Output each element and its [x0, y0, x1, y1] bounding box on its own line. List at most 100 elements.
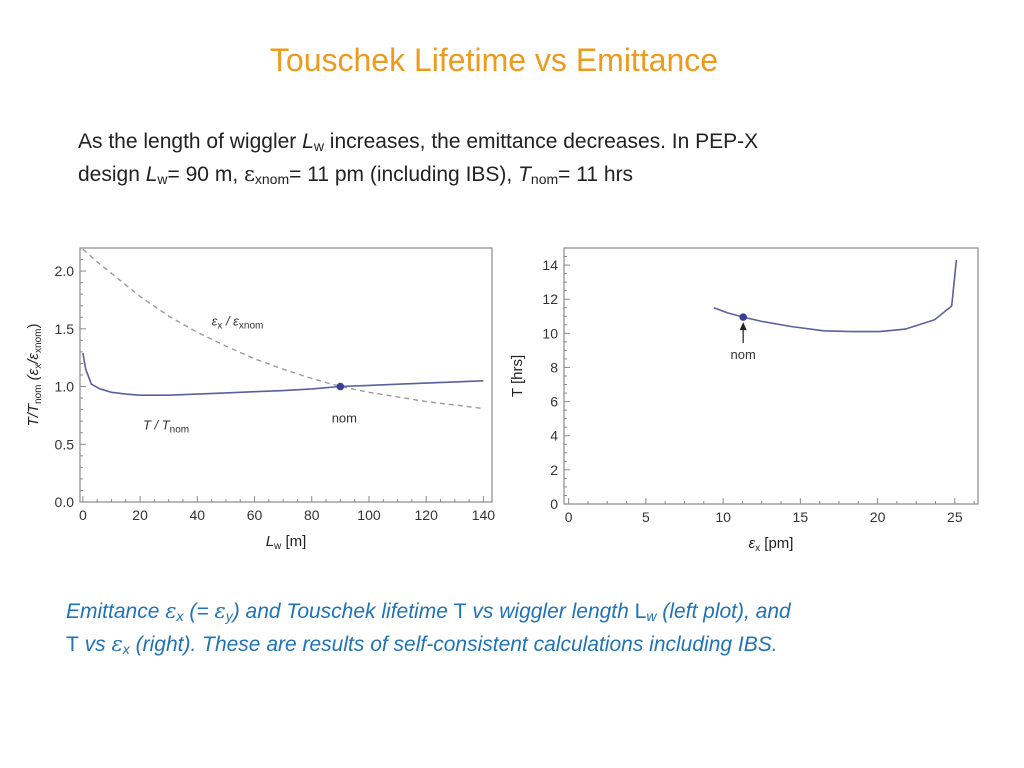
caption-text-part: (left plot), and: [656, 600, 791, 623]
y-tick-label: 1.0: [55, 379, 75, 395]
label-part: T/T: [25, 402, 42, 426]
right-plot-svg: 0 5 10 15 20 25 0 2 4 6 8 10 12 14 εx​ [pm] T [hrs] nom: [509, 247, 979, 554]
label-subscript: x: [755, 543, 760, 554]
label-part: ε: [212, 313, 218, 328]
y-axis-title: T/Tnom​ (εx​/εxnom​): [25, 324, 44, 427]
lifetime-curve: [82, 352, 484, 396]
wiggler-length-subscript: w: [646, 608, 657, 624]
lifetime-curve: [713, 259, 958, 333]
x-tick-label: 5: [642, 509, 650, 525]
wiggler-length-subscript: w: [313, 138, 324, 154]
emittance-symbol: ε: [243, 162, 255, 186]
right-plot: 0 5 10 15 20 25 0 2 4 6 8 10 12 14 εx​ [pm] T [hrs] nom: [508, 240, 988, 560]
y-tick-label: 14: [542, 257, 558, 273]
emittance-ratio-curve: [82, 248, 484, 410]
y-tick-label: 2: [550, 462, 558, 478]
emittance-subscript: x: [176, 608, 184, 624]
label-part: [m]: [281, 533, 306, 550]
x-tick-label: 25: [947, 509, 963, 525]
intro-text: As the length of wiggler Lw increases, t…: [78, 126, 958, 191]
caption-line-1: Emittance εx (= εy) and Touschek lifetim…: [66, 595, 966, 628]
label-subscript: xnom: [239, 320, 263, 331]
y-tick-label: 2.0: [55, 263, 75, 279]
caption-text-part: ) and Touschek lifetime: [232, 600, 454, 623]
intro-line-2: design Lw= 90 m, εxnom= 11 pm (including…: [78, 158, 958, 191]
nom-label: nom: [731, 347, 756, 362]
x-tick-label: 100: [357, 507, 381, 523]
label-subscript: x: [33, 364, 44, 369]
intro-text-part: design: [78, 163, 146, 186]
lifetime-ratio-label: T / Tnom​: [143, 417, 189, 435]
label-part: ): [25, 324, 42, 329]
nom-arrow-head: [739, 322, 747, 331]
x-tick-label: 60: [247, 507, 263, 523]
y-tick-label: 0: [550, 496, 558, 512]
label-part: L: [266, 533, 274, 550]
left-plot: 0 20 40 60 80 100 120 140 0.0 0.5 1.0 1.5 2.0 Lw​ [m]…: [22, 240, 502, 560]
emittance-subscript: xnom: [254, 171, 290, 187]
label-part: T / T: [143, 417, 171, 432]
label-part: / ε: [222, 313, 239, 328]
nom-label: nom: [332, 411, 357, 426]
label-part: T [hrs]: [509, 355, 526, 397]
x-axis-title: εx​ [pm]: [749, 535, 794, 554]
figure-caption: Emittance εx (= εy) and Touschek lifetim…: [66, 595, 966, 661]
plot-frame: [563, 247, 979, 505]
label-subscript: w: [273, 541, 282, 552]
label-part: /ε: [25, 353, 42, 365]
label-subscript: x: [217, 320, 222, 331]
wiggler-length-symbol: L: [634, 600, 647, 623]
label-part: [pm]: [760, 535, 793, 552]
left-plot-svg: 0 20 40 60 80 100 120 140 0.0 0.5 1.0 1.5 2.0 Lw​ [m]…: [25, 247, 496, 552]
intro-text-part: As the length of wiggler: [78, 130, 303, 153]
x-tick-label: 140: [472, 507, 496, 523]
caption-text-part: (right). These are results of self-consi…: [129, 633, 778, 656]
x-tick-label: 40: [190, 507, 206, 523]
caption-text-part: Emittance: [66, 600, 166, 623]
emittance-symbol: ε: [111, 632, 123, 656]
x-tick-label: 120: [415, 507, 439, 523]
wiggler-length-symbol: L: [145, 163, 158, 186]
emittance-ratio-label: εx​ / εxnom​: [212, 313, 264, 331]
x-tick-label: 15: [793, 509, 809, 525]
label-part: ε: [749, 535, 756, 552]
caption-text-part: vs wiggler length: [466, 600, 635, 623]
y-tick-label: 6: [550, 394, 558, 410]
x-tick-label: 0: [79, 507, 87, 523]
plot-frame: [79, 247, 493, 503]
lifetime-symbol: T: [518, 163, 531, 186]
x-axis-title: Lw​ [m]: [266, 533, 307, 552]
nom-point: [336, 382, 345, 391]
lifetime-symbol: T: [66, 633, 79, 656]
y-tick-label: 12: [542, 291, 558, 307]
intro-line-1: As the length of wiggler Lw increases, t…: [78, 126, 958, 158]
intro-text-part: = 11 hrs: [558, 163, 634, 186]
label-subscript: nom: [33, 385, 44, 404]
emittance-y-subscript: y: [225, 608, 233, 624]
y-tick-label: 1.5: [55, 321, 75, 337]
intro-text-part: = 11 pm (including IBS),: [289, 163, 519, 186]
y-tick-label: 4: [550, 428, 558, 444]
caption-text-part: (=: [183, 600, 215, 623]
x-tick-label: 20: [132, 507, 148, 523]
emittance-symbol: ε: [165, 599, 177, 623]
wiggler-length-subscript: w: [157, 171, 168, 187]
nom-point: [739, 313, 747, 321]
intro-text-part: increases, the emittance decreases. In P…: [323, 130, 759, 153]
intro-text-part: = 90 m,: [167, 163, 244, 186]
label-subscript: nom: [170, 424, 189, 435]
wiggler-length-symbol: L: [302, 130, 314, 153]
x-tick-label: 0: [565, 509, 573, 525]
lifetime-symbol: T: [453, 600, 467, 623]
x-tick-label: 10: [715, 509, 731, 525]
caption-line-2: T vs εx (right). These are results of se…: [66, 628, 966, 661]
lifetime-subscript: nom: [530, 171, 559, 187]
emittance-subscript: x: [122, 641, 130, 657]
y-tick-label: 10: [542, 325, 558, 341]
x-tick-label: 20: [870, 509, 886, 525]
y-tick-label: 8: [550, 359, 558, 375]
caption-text-part: vs: [78, 633, 112, 656]
y-axis-title: T [hrs]: [509, 355, 526, 397]
label-subscript: xnom: [33, 329, 44, 353]
slide-title: Touschek Lifetime vs Emittance: [269, 42, 719, 78]
